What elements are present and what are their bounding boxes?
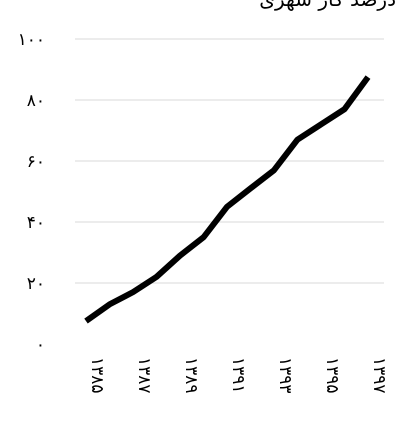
x-tick-label: ۱۳۸۵ [87, 357, 107, 394]
x-tick-label: ۱۳۸۹ [181, 357, 201, 394]
chart-title: درصد گاز شهری [259, 0, 396, 11]
y-tick-label: ۸۰ [27, 91, 45, 111]
series-layer [84, 75, 371, 324]
x-tick-label: ۱۳۸۷ [134, 357, 154, 394]
y-tick-label: ۶۰ [27, 152, 45, 172]
series-line [84, 75, 371, 324]
x-tick-label: ۱۳۹۳ [275, 357, 295, 394]
x-tick-label: ۱۳۹۷ [369, 357, 389, 394]
y-axis-ticks: ۰ ۲۰ ۴۰ ۶۰ ۸۰ ۱۰۰ [18, 30, 45, 355]
y-tick-label: ۴۰ [27, 213, 45, 233]
y-tick-label: ۱۰۰ [18, 30, 45, 50]
x-tick-label: ۱۳۹۱ [228, 357, 248, 394]
x-axis-ticks: ۱۳۸۵ ۱۳۸۷ ۱۳۸۹ ۱۳۹۱ ۱۳۹۳ ۱۳۹۵ ۱۳۹۷ [87, 357, 389, 394]
y-tick-label: ۲۰ [27, 274, 45, 294]
y-tick-label: ۰ [36, 335, 45, 355]
gridlines [75, 38, 384, 284]
x-tick-label: ۱۳۹۵ [322, 357, 342, 394]
